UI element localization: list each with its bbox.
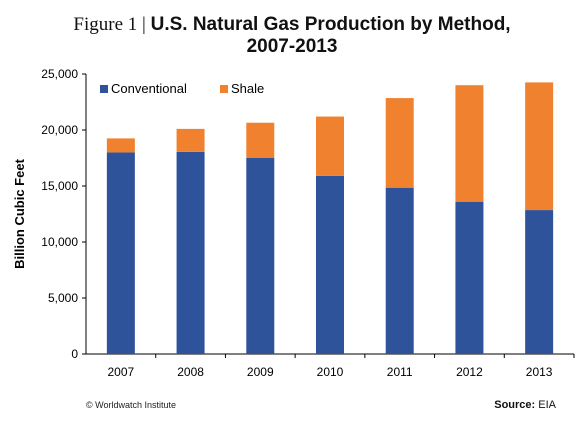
bar-conventional-2013	[525, 210, 554, 354]
y-tick-label: 15,000	[41, 179, 78, 193]
bar-conventional-2011	[385, 187, 414, 354]
bar-shale-2012	[455, 85, 484, 202]
chart-title: Figure 1 | U.S. Natural Gas Production b…	[0, 14, 584, 58]
legend-label-conventional: Conventional	[111, 81, 187, 96]
bar-conventional-2008	[176, 151, 205, 354]
legend-swatch-shale	[220, 85, 228, 93]
bar-shale-2008	[176, 128, 205, 152]
figure-label: Figure 1 |	[73, 14, 151, 35]
y-tick-label: 5,000	[48, 291, 78, 305]
y-tick-label: 0	[71, 347, 78, 361]
x-tick-label: 2013	[526, 365, 553, 379]
bar-shale-2013	[525, 82, 554, 211]
x-tick-label: 2010	[317, 365, 344, 379]
x-tick-label: 2008	[177, 365, 204, 379]
bar-shale-2009	[246, 122, 275, 158]
bar-conventional-2007	[106, 152, 135, 354]
source-value: EIA	[538, 399, 556, 411]
source-label: Source:	[494, 399, 536, 411]
x-tick-label: 2007	[108, 365, 135, 379]
x-tick-label: 2011	[387, 365, 413, 379]
credit-text: © Worldwatch Institute	[86, 400, 176, 410]
bar-shale-2010	[316, 116, 344, 176]
x-tick-label: 2012	[456, 365, 483, 379]
bar-shale-2011	[385, 98, 414, 188]
source-note: Source: EIA	[494, 399, 556, 411]
x-tick-label: 2009	[247, 365, 274, 379]
title-line-1: U.S. Natural Gas Production by Method,	[150, 14, 511, 35]
y-tick-label: 10,000	[41, 235, 78, 249]
bar-conventional-2010	[316, 175, 344, 354]
y-axis-title: Billion Cubic Feet	[12, 158, 27, 268]
title-line-2: 2007-2013	[246, 36, 338, 57]
bar-shale-2007	[106, 138, 135, 153]
y-tick-label: 20,000	[41, 123, 78, 137]
legend-label-shale: Shale	[231, 81, 264, 96]
bar-conventional-2012	[455, 201, 484, 354]
legend-swatch-conventional	[100, 85, 108, 93]
bar-conventional-2009	[246, 158, 275, 354]
y-tick-label: 25,000	[41, 67, 78, 81]
